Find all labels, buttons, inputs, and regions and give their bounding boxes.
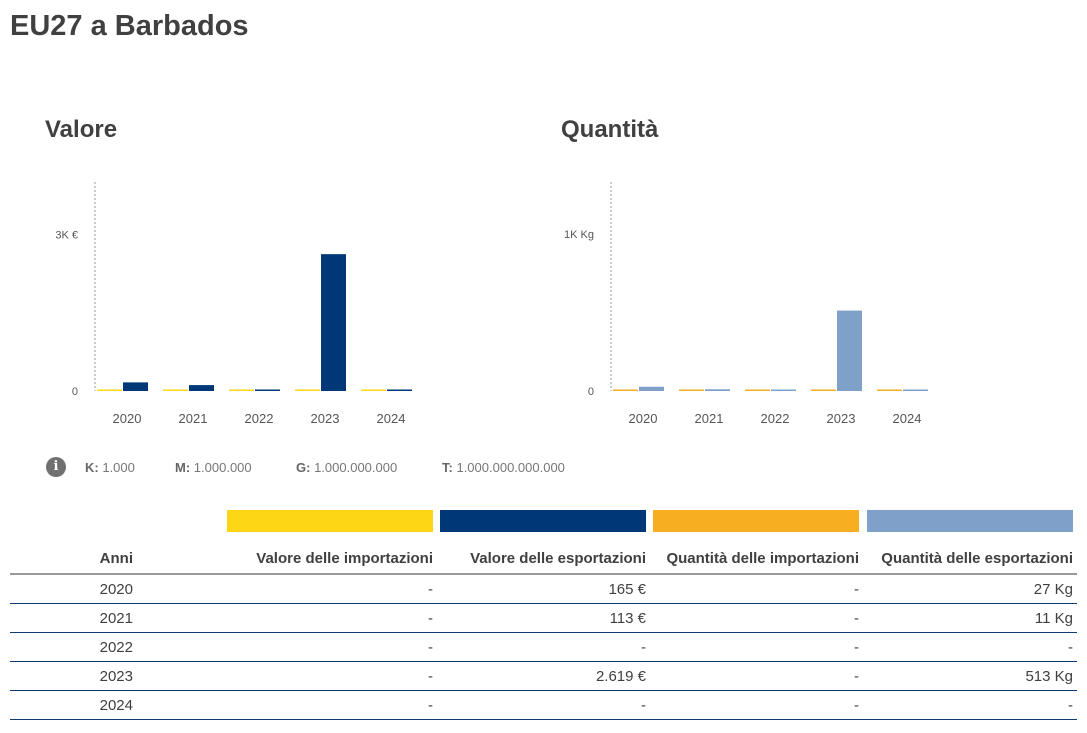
table-row: 2023-2.619 € -513 Kg	[10, 661, 1077, 691]
table-cell: -	[863, 632, 1077, 662]
legend-swatch-import-value	[227, 510, 433, 532]
bar-2024-import	[877, 389, 902, 391]
x-tick-label: 2024	[893, 411, 922, 426]
x-tick-label: 2022	[761, 411, 790, 426]
bar-2021-import	[163, 389, 188, 391]
table-cell: -	[437, 690, 650, 720]
x-tick-label: 2021	[179, 411, 208, 426]
x-tick-label: 2024	[377, 411, 406, 426]
legend-swatch-import-quantity	[653, 510, 859, 532]
x-tick-label: 2023	[311, 411, 340, 426]
table-cell: 2020	[10, 574, 137, 604]
bar-2024-import	[361, 389, 386, 391]
y-tick-label: 0	[72, 386, 78, 398]
table-cell: -	[650, 603, 863, 633]
bar-2021-export	[705, 389, 730, 391]
unit-m: M: 1.000.000	[175, 460, 252, 475]
table-header-row: Anni Valore delle importazioni Valore de…	[10, 544, 1077, 575]
y-tick-label: 3K €	[55, 229, 78, 241]
table-cell: -	[863, 690, 1077, 720]
unit-t: T: 1.000.000.000.000	[442, 460, 565, 475]
table-row: 2022- - - -	[10, 632, 1077, 662]
bar-2021-import	[679, 389, 704, 391]
bar-2020-import	[613, 389, 638, 391]
y-tick-label: 0	[588, 386, 594, 398]
bar-2022-export	[771, 389, 796, 391]
bar-2022-export	[255, 389, 280, 391]
legend-swatch-export-value	[440, 510, 646, 532]
table-cell: -	[137, 690, 437, 720]
quantita-chart: 0 1K Kg 2020 2021 2022 2023 2024	[564, 182, 928, 426]
bar-2020-import	[97, 389, 122, 391]
page-title: EU27 a Barbados	[10, 10, 249, 42]
x-tick-label: 2021	[695, 411, 724, 426]
bar-2024-export	[387, 389, 412, 391]
bar-2021-export	[189, 385, 214, 391]
unit-k: K: 1.000	[85, 460, 135, 475]
table-cell: 113 €	[437, 603, 650, 633]
table-cell: 27 Kg	[863, 574, 1077, 604]
table-cell: 513 Kg	[863, 661, 1077, 691]
table-row: 2024- - - -	[10, 690, 1077, 720]
bar-2023-export	[837, 310, 862, 391]
table-cell: 2021	[10, 603, 137, 633]
table-cell: -	[137, 661, 437, 691]
header-export-quantity: Quantità delle esportazioni	[863, 544, 1077, 575]
x-tick-label: 2020	[113, 411, 142, 426]
bar-2020-export	[123, 382, 148, 391]
y-tick-label: 1K Kg	[564, 229, 594, 241]
table-cell: 2023	[10, 661, 137, 691]
chart-title-quantita: Quantità	[561, 116, 659, 143]
x-tick-label: 2020	[629, 411, 658, 426]
header-import-value: Valore delle importazioni	[137, 544, 437, 575]
table-row: 2021-113 € -11 Kg	[10, 603, 1077, 633]
legend-swatch-export-quantity	[867, 510, 1073, 532]
table-cell: -	[137, 632, 437, 662]
chart-title-valore: Valore	[45, 116, 118, 143]
header-export-value: Valore delle esportazioni	[437, 544, 650, 575]
bar-2024-export	[903, 389, 928, 391]
table-cell: 2.619 €	[437, 661, 650, 691]
table-cell: -	[437, 632, 650, 662]
bar-2022-import	[229, 389, 254, 391]
x-tick-label: 2023	[827, 411, 856, 426]
header-import-quantity: Quantità delle importazioni	[650, 544, 863, 575]
table-row: 2020-165 € -27 Kg	[10, 574, 1077, 604]
table-cell: -	[650, 574, 863, 604]
x-tick-label: 2022	[245, 411, 274, 426]
table-cell: 11 Kg	[863, 603, 1077, 633]
table-cell: -	[650, 632, 863, 662]
unit-g: G: 1.000.000.000	[296, 460, 398, 475]
table-cell: -	[650, 661, 863, 691]
table-cell: 2022	[10, 632, 137, 662]
table-cell: -	[650, 690, 863, 720]
bar-2020-export	[639, 386, 664, 391]
table-cell: -	[137, 574, 437, 604]
bar-2023-import	[811, 389, 836, 391]
data-table: Anni Valore delle importazioni Valore de…	[10, 544, 1077, 720]
bar-2023-export	[321, 254, 346, 391]
table-cell: 165 €	[437, 574, 650, 604]
table-cell: -	[137, 603, 437, 633]
info-icon[interactable]: i	[46, 457, 66, 477]
bar-2023-import	[295, 389, 320, 391]
bar-2022-import	[745, 389, 770, 391]
header-anni: Anni	[10, 544, 137, 575]
valore-chart: 0 3K € 2020 2021 2022 2023 2024	[55, 182, 412, 426]
table-cell: 2024	[10, 690, 137, 720]
